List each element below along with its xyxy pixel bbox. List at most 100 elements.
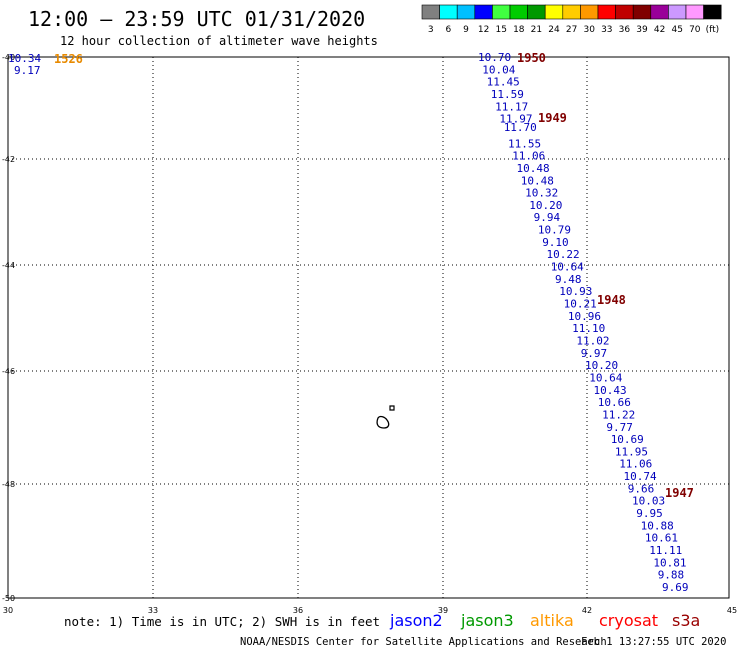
lon-tick-label: 33 [148,606,158,615]
wave-height-value: 10.70 [478,51,511,64]
map-grid [8,57,729,598]
map-frame [7,56,730,599]
legend-swatch [597,4,616,20]
legend-label: 70 [689,25,701,35]
lat-tick-label: -44 [2,261,15,270]
lon-tick-label: 45 [727,606,737,615]
wave-height-value: 9.66 [628,482,655,495]
wave-height-value: 10.20 [529,199,562,212]
lon-tick-label: 42 [582,606,592,615]
wave-height-value: 9.95 [636,507,663,520]
legend-label: 9 [463,25,469,35]
wave-height-value: 11.95 [615,445,648,458]
wave-height-value: 10.22 [547,248,580,261]
wave-height-value: 9.48 [555,273,582,286]
legend-swatch [562,4,581,20]
wave-height-value: 10.64 [589,372,622,385]
legend-label: 27 [566,25,577,35]
legend-swatch [492,4,511,20]
legend-swatch [650,4,669,20]
page-subtitle: 12 hour collection of altimeter wave hei… [60,34,378,48]
wave-height-value: 10.79 [538,224,571,237]
wave-height-value: 11.10 [572,322,605,335]
wave-height-value: 9.88 [658,569,685,582]
wave-height-value: 9.94 [534,211,561,224]
legend-swatch [509,4,528,20]
coastline [376,405,395,429]
wave-height-value: 10.61 [645,532,678,545]
wave-height-value: 10.93 [559,285,592,298]
wave-height-value: 10.88 [641,519,674,532]
legend-swatch [527,4,546,20]
legend-swatch [615,4,634,20]
wave-height-value: 10.48 [521,174,554,187]
legend-label: 21 [531,25,542,35]
legend-label: 39 [636,25,648,35]
island-shape-small [389,405,395,411]
legend-swatch [580,4,599,20]
wave-height-value: 9.17 [14,64,41,77]
wave-height-value: 11.22 [602,408,635,421]
lat-tick-label: -42 [2,155,15,164]
satellite-name: altika [530,611,574,630]
legend-swatch [668,4,687,20]
lat-tick-label: -40 [2,53,15,62]
legend-label: 6 [446,25,452,35]
wave-height-value: 10.96 [568,310,601,323]
legend-swatch [632,4,652,20]
wave-height-value: 11.02 [576,335,609,348]
legend-swatch [439,4,458,20]
wave-height-value: 11.70 [504,121,537,134]
wave-height-value: 9.10 [542,236,569,249]
axis-labels: 30 33 36 39 42 45 -40 -42 -44 -46 -48 -50 [2,53,737,615]
wave-height-value: 10.81 [653,556,686,569]
wave-height-value: 10.03 [632,495,665,508]
wave-height-value: 10.32 [525,187,558,200]
footer-note: note: 1) Time is in UTC; 2) SWH is in fe… [64,614,380,629]
wave-height-value: 11.97 [499,113,532,126]
wave-height-value: 9.69 [662,581,689,594]
wave-height-value: 10.64 [551,261,584,274]
wave-height-value: 10.74 [624,470,657,483]
wave-height-value: 10.66 [598,396,631,409]
wave-height-value: 10.21 [564,298,597,311]
satellite-name: s3a [672,611,700,630]
legend-label: 33 [601,25,612,35]
lat-tick-label: -48 [2,480,15,489]
legend-swatch [474,4,493,20]
wave-height-value: 11.06 [619,458,652,471]
legend-swatch [703,4,722,20]
wave-height-value: 10.48 [517,162,550,175]
legend-label: 18 [513,25,525,35]
wave-height-value: 11.59 [491,88,524,101]
satellite-name: cryosat [599,611,658,630]
legend-label: 36 [619,25,631,35]
color-legend: 3 6 9 12 15 18 21 24 27 30 33 36 39 42 45 70 (ft) [421,4,722,35]
legend-label: 42 [654,25,665,35]
lat-tick-label: -46 [2,367,15,376]
legend-label: 30 [583,25,595,35]
wave-height-value: 10.34 [8,52,41,65]
legend-swatch [421,4,440,20]
wave-height-value: 9.77 [606,421,633,434]
lon-tick-label: 39 [438,606,448,615]
wave-height-value: 9.97 [581,347,608,360]
time-label: 1526 [54,52,83,66]
time-label: 1947 [665,486,694,500]
lat-tick-label: -50 [2,594,15,603]
satellite-name: jason2 [389,611,443,630]
legend-swatch [685,4,704,20]
page-title: 12:00 – 23:59 UTC 01/31/2020 [28,7,365,31]
lon-tick-label: 30 [3,606,13,615]
satellite-name: jason3 [460,611,514,630]
wave-height-value: 11.11 [649,544,682,557]
time-label: 1948 [597,293,626,307]
wave-height-value: 11.17 [495,100,528,113]
legend-label: 15 [495,25,506,35]
wave-height-value: 11.55 [508,137,541,150]
island-shape [376,415,390,429]
wave-height-value: 11.45 [487,76,520,89]
satellite-legend: jason2 jason3 altika cryosat s3a [389,611,700,630]
